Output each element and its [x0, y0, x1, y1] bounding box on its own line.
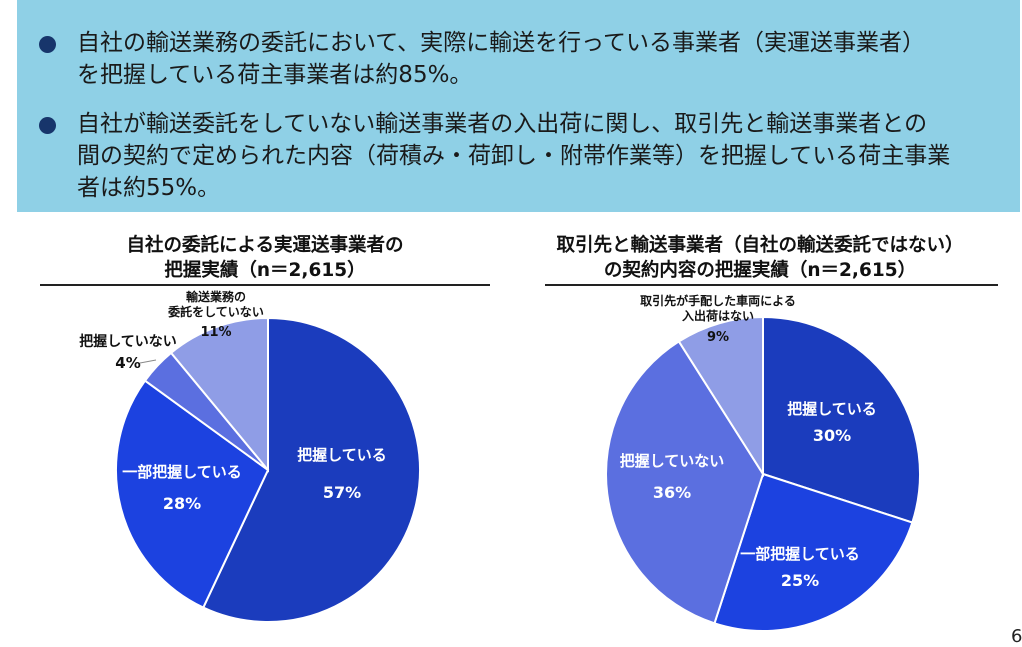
slice-label: 把握していない [79, 333, 177, 350]
slice-label: 委託をしていない [167, 304, 264, 319]
pie-chart-1: 把握している 57% 一部把握している 28% 把握していない 4% 輸送業務の委託をしてい… [79, 289, 421, 623]
bullet-line: 自社が輸送委託をしていない輸送事業者の入出荷に関し、取引先と輸送事業者との [77, 111, 928, 137]
slice-label: 一部把握している [740, 545, 860, 563]
chart-1-title-rule [40, 284, 490, 286]
chart-1-title: 自社の委託による実運送事業者の 把握実績（n＝2,615） [40, 233, 490, 283]
pie-slice [762, 315, 921, 524]
summary-box: 自社の輸送業務の委託において、実際に輸送を行っている事業者（実運送事業者） を把… [17, 0, 1020, 212]
slice-label: 把握している [787, 400, 877, 418]
chart-2-title: 取引先と輸送事業者（自社の輸送委託ではない） の契約内容の把握実績（n＝2,61… [520, 233, 1000, 283]
bullet-marker [39, 36, 56, 53]
slice-value-label: 30% [813, 426, 851, 445]
chart-1-title-line: 自社の委託による実運送事業者の [126, 235, 404, 256]
slice-label: 把握している [297, 446, 387, 464]
pie-chart-2: 把握している 30% 一部把握している 25% 把握していない 36% 取引先が手配した車両… [605, 293, 921, 632]
chart-2-title-line: の契約内容の把握実績（n＝2,615） [603, 260, 917, 281]
bullet-text: 自社の輸送業務の委託において、実際に輸送を行っている事業者（実運送事業者） を把… [77, 27, 1007, 91]
slice-value-label: 36% [653, 483, 691, 502]
slice-label: 一部把握している [122, 463, 242, 481]
slice-label: 把握していない [620, 452, 725, 470]
bullet-line: を把握している荷主事業者は約85%。 [77, 62, 473, 88]
pie-slice [713, 472, 914, 632]
slice-value-label: 25% [781, 571, 819, 590]
bullet-line: 自社の輸送業務の委託において、実際に輸送を行っている事業者（実運送事業者） [77, 30, 926, 56]
bullet-line: 者は約55%。 [77, 175, 221, 201]
slice-label: 入出荷はない [682, 308, 754, 323]
bullet-text: 自社が輸送委託をしていない輸送事業者の入出荷に関し、取引先と輸送事業者との 間の… [77, 108, 1007, 204]
slice-value-label: 57% [323, 483, 361, 502]
slice-label: 輸送業務の [186, 289, 246, 304]
chart-2-title-line: 取引先と輸送事業者（自社の輸送委託ではない） [556, 235, 964, 256]
slice-value-label: 4% [115, 354, 140, 372]
pie-slice [201, 316, 421, 623]
chart-2-title-rule [545, 284, 998, 286]
chart-1-title-line: 把握実績（n＝2,615） [164, 260, 366, 281]
pie-slice [169, 316, 269, 473]
slice-value-label: 9% [707, 330, 729, 345]
page-number: 6 [1011, 626, 1022, 647]
slice-value-label: 28% [163, 494, 201, 513]
pie-slice [115, 379, 270, 609]
slice-label: 取引先が手配した車両による [640, 293, 796, 308]
leader-line [139, 359, 157, 364]
pie-slice [605, 340, 765, 625]
pie-slice [677, 315, 764, 478]
bullet-line: 間の契約で定められた内容（荷積み・荷卸し・附帯作業等）を把握している荷主事業 [77, 143, 951, 169]
bullet-marker [39, 117, 56, 134]
slice-value-label: 11% [200, 325, 231, 340]
